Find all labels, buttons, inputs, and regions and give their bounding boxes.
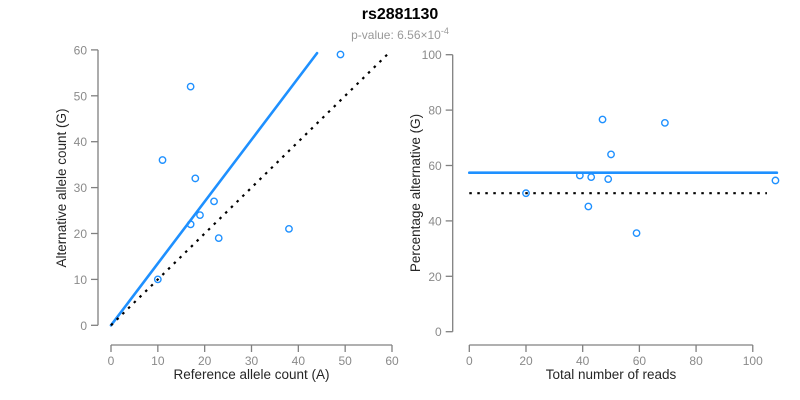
y-tick-label: 50: [74, 89, 88, 103]
y-tick-label: 0: [435, 325, 442, 339]
identity-line: [110, 52, 390, 327]
data-point: [214, 234, 223, 242]
x-tick-label: 40: [292, 354, 306, 368]
data-point: [632, 229, 641, 237]
pvalue-exponent: -4: [440, 26, 449, 36]
data-point: [285, 225, 293, 233]
y-tick-label: 40: [428, 214, 442, 228]
data-point: [522, 189, 530, 198]
x-tick-label: 60: [633, 354, 647, 368]
y-tick-label: 100: [422, 48, 442, 62]
data-point: [191, 174, 200, 183]
data-point: [604, 175, 613, 183]
x-tick-label: 40: [576, 354, 590, 368]
data-point: [153, 275, 162, 284]
data-point: [771, 176, 780, 185]
x-tick-label: 80: [689, 354, 703, 368]
y-tick-label: 40: [74, 135, 88, 149]
data-point: [210, 197, 218, 206]
x-axis-title: Total number of reads: [546, 367, 677, 382]
y-tick-label: 60: [74, 43, 88, 57]
x-tick-label: 0: [466, 354, 473, 368]
fitted-ratio-line: [109, 51, 319, 327]
figure-title: rs2881130: [361, 6, 439, 23]
x-axis-title: Reference allele count (A): [173, 367, 329, 382]
data-point: [598, 115, 607, 124]
y-tick-label: 10: [74, 273, 88, 287]
y-tick-label: 30: [74, 181, 88, 195]
y-tick-label: 20: [428, 270, 442, 284]
x-tick-label: 30: [245, 354, 259, 368]
data-point: [336, 50, 345, 59]
data-point: [186, 82, 195, 91]
x-tick-label: 50: [338, 354, 352, 368]
x-tick-label: 20: [198, 354, 212, 368]
x-tick-label: 60: [385, 354, 399, 368]
x-tick-label: 20: [519, 354, 533, 368]
y-tick-label: 0: [80, 319, 87, 333]
data-point: [158, 156, 167, 164]
right-plot-percentage-reads: 0 20 40 60 80 100 0 20 40 60 80 100 Total number of …: [408, 48, 780, 382]
y-tick-label: 60: [428, 159, 442, 173]
y-axis-title: Percentage alternative (G): [408, 114, 423, 272]
data-point: [186, 220, 195, 229]
pvalue-text: p-value: 6.56×10: [351, 28, 441, 42]
left-plot-allele-counts: 0 10 20 30 40 50 60 0 10 20 30 40 50 60 Reference alle…: [54, 43, 399, 382]
data-point: [660, 118, 669, 127]
x-tick-label: 0: [108, 354, 115, 368]
y-tick-label: 80: [428, 104, 442, 118]
data-point: [587, 173, 596, 182]
data-point: [196, 211, 204, 220]
y-axis-title: Alternative allele count (G): [54, 108, 69, 267]
x-tick-label: 10: [151, 354, 165, 368]
data-point: [607, 150, 615, 159]
x-tick-label: 100: [743, 354, 763, 368]
data-point: [575, 171, 584, 180]
figure-subtitle: p-value: 6.56×10-4: [0, 26, 800, 42]
data-point: [584, 202, 593, 211]
y-tick-label: 20: [74, 227, 88, 241]
